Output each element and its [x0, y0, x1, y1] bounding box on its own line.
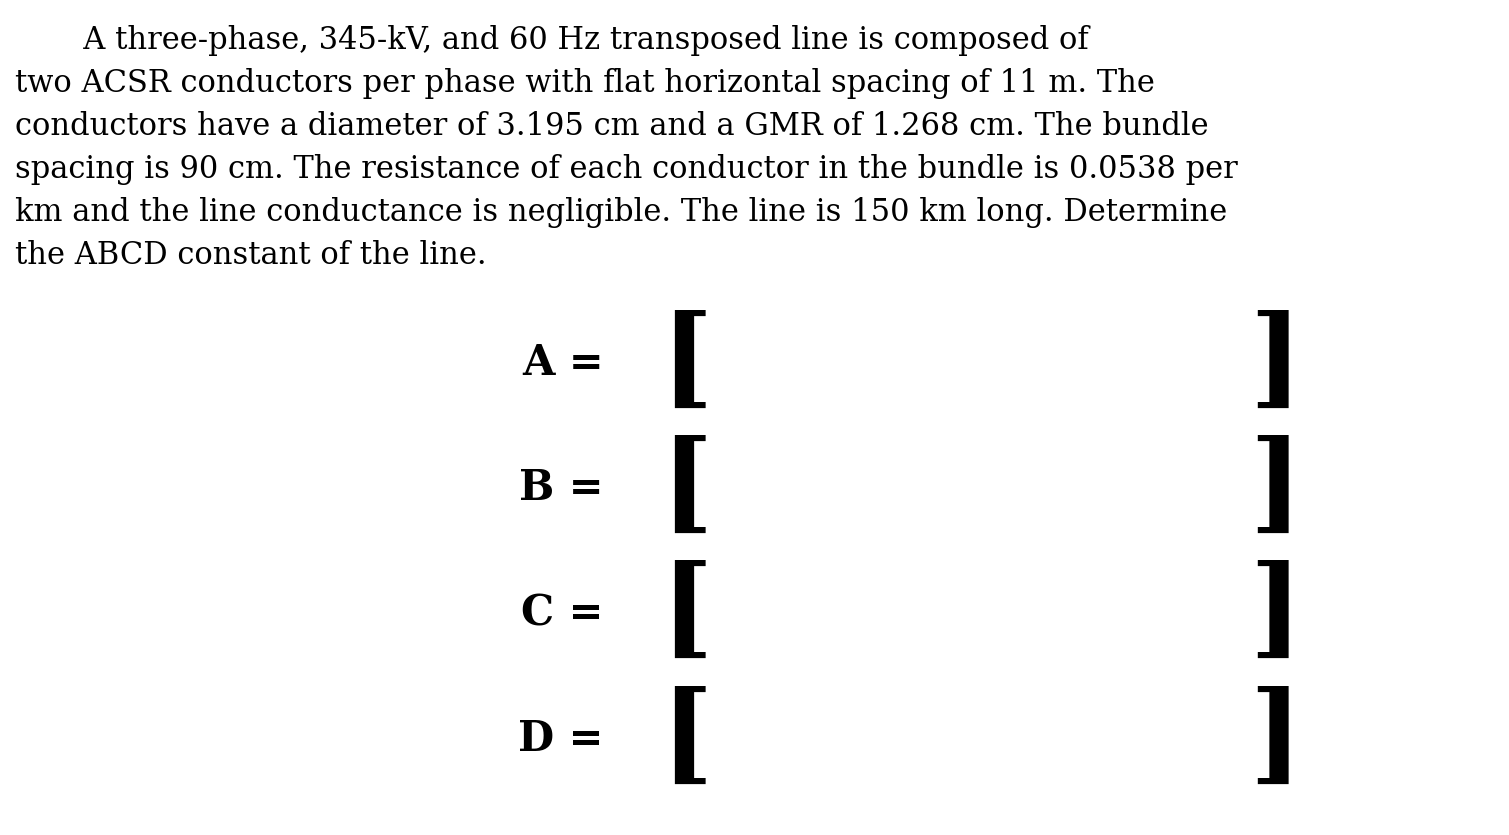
Text: [: [	[661, 435, 712, 542]
Text: [: [	[661, 560, 712, 667]
Text: B =: B =	[519, 468, 604, 509]
Text: ]: ]	[1249, 560, 1301, 667]
Text: ]: ]	[1249, 310, 1301, 417]
Text: [: [	[661, 686, 712, 792]
Text: A =: A =	[522, 342, 604, 384]
Text: ]: ]	[1249, 435, 1301, 542]
Text: [: [	[661, 310, 712, 417]
Text: ]: ]	[1249, 686, 1301, 792]
Text: A three-phase, 345-kV, and 60 Hz transposed line is composed of
two ACSR conduct: A three-phase, 345-kV, and 60 Hz transpo…	[15, 25, 1237, 271]
Text: C =: C =	[521, 593, 604, 635]
Text: D =: D =	[518, 718, 604, 760]
